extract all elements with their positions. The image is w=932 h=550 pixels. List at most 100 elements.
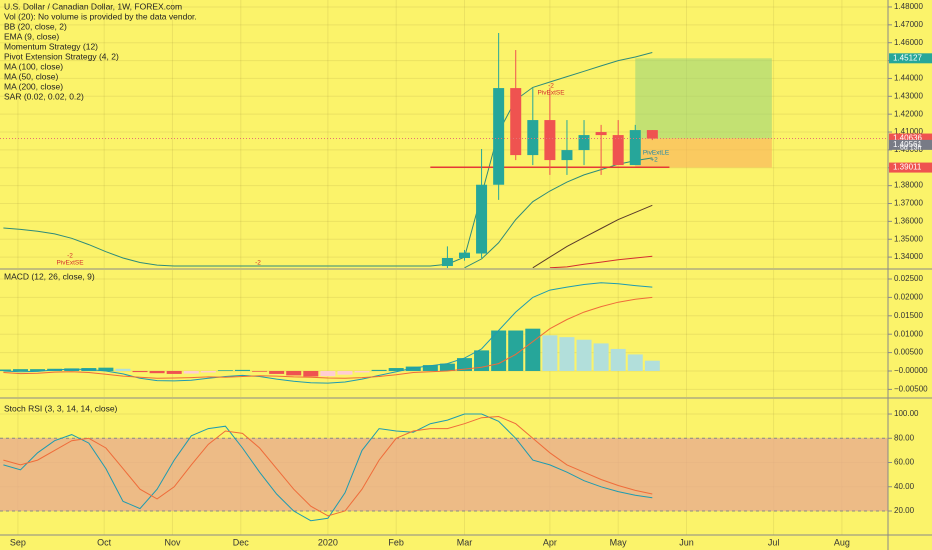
- macd-pane: [0, 282, 660, 384]
- countdown: 6d 13h: [900, 144, 922, 151]
- candle-body: [544, 120, 556, 161]
- legend-entry: Pivot Extension Strategy (4, 2): [4, 51, 119, 61]
- x-tick-label: Nov: [164, 537, 181, 547]
- legend-entry: SAR (0.02, 0.02, 0.2): [4, 91, 84, 101]
- histogram-bar: [166, 370, 182, 374]
- histogram-bar: [269, 370, 285, 374]
- histogram-bar: [422, 365, 438, 371]
- legend-entry: MA (50, close): [4, 71, 58, 81]
- y-tick-label: 0.01000: [894, 329, 923, 338]
- histogram-bar: [252, 370, 268, 372]
- histogram-bar: [98, 367, 114, 371]
- annotation: PivExtLE: [643, 150, 670, 157]
- stop-zone: [635, 138, 772, 168]
- candle-body: [441, 257, 453, 267]
- histogram-bar: [542, 335, 558, 371]
- histogram-bar: [12, 369, 28, 371]
- candle-body: [458, 252, 470, 258]
- price-label-box: [889, 162, 932, 173]
- macd-title: MACD (12, 26, close, 9): [4, 271, 95, 281]
- line-series: [532, 204, 653, 268]
- y-tick-label: 1.43000: [894, 91, 923, 100]
- y-tick-label: 0.02000: [894, 293, 923, 302]
- histogram-bar: [217, 370, 233, 371]
- line-series: [549, 255, 653, 268]
- x-tick-label: May: [610, 537, 628, 547]
- x-tick-label: Feb: [388, 537, 404, 547]
- y-tick-label: 0.01500: [894, 311, 923, 320]
- target-zone: [635, 58, 772, 139]
- histogram-bar: [576, 339, 592, 371]
- histogram-bar: [593, 343, 609, 371]
- candle-body: [629, 130, 641, 166]
- legend-entry: BB (20, close, 2): [4, 21, 67, 31]
- stoch-pane: [0, 413, 888, 522]
- histogram-bar: [149, 370, 165, 374]
- histogram-bar: [132, 370, 148, 373]
- y-tick-label: 1.46000: [894, 38, 923, 47]
- price-label: 1.39011: [893, 163, 922, 172]
- y-tick-label: 0.02500: [894, 274, 923, 283]
- legend-entry: MA (200, close): [4, 81, 63, 91]
- histogram-bar: [439, 363, 455, 371]
- x-tick-label: Oct: [97, 537, 112, 547]
- price-pane: [3, 33, 772, 268]
- histogram-bar: [610, 348, 626, 371]
- histogram-bar: [508, 330, 524, 371]
- histogram-bar: [525, 328, 541, 371]
- y-tick-label: 1.36000: [894, 216, 923, 225]
- candle-body: [527, 120, 539, 156]
- candle-body: [561, 150, 573, 161]
- y-tick-label: 1.42000: [894, 109, 923, 118]
- y-tick-label: 1.48000: [894, 2, 923, 11]
- histogram-bar: [559, 337, 575, 371]
- price-label-box: [889, 133, 932, 144]
- y-tick-label: 1.47000: [894, 20, 923, 29]
- annotation: PivExtSE: [56, 260, 84, 267]
- y-tick-label: 1.38000: [894, 181, 923, 190]
- y-tick-label: 40.00: [894, 482, 915, 491]
- legend-entry: EMA (9, close): [4, 31, 59, 41]
- price-label-box: [889, 53, 932, 64]
- candle-body: [595, 132, 607, 136]
- histogram-bar: [627, 354, 643, 371]
- candle-body: [493, 88, 505, 185]
- y-tick-label: 80.00: [894, 433, 915, 442]
- y-tick-label: 1.44000: [894, 74, 923, 83]
- histogram-bar: [234, 369, 250, 371]
- histogram-bar: [405, 366, 421, 371]
- annotation: PivExtSE: [537, 90, 565, 97]
- price-label: 1.40561: [893, 140, 922, 149]
- histogram-bar: [644, 360, 660, 371]
- y-tick-label: −0.00000: [894, 366, 928, 375]
- stoch-title: Stoch RSI (3, 3, 14, 14, close): [4, 403, 118, 413]
- histogram-bar: [354, 370, 370, 373]
- histogram-bar: [456, 358, 472, 371]
- y-tick-label: 1.41000: [894, 127, 923, 136]
- candle-body: [578, 135, 590, 151]
- line-series: [3, 52, 653, 267]
- legend-entry: MA (100, close): [4, 61, 63, 71]
- histogram-bar: [200, 370, 216, 373]
- x-tick-label: Mar: [457, 537, 473, 547]
- histogram-bar: [388, 368, 404, 371]
- histogram-bar: [491, 330, 507, 371]
- annotation: -2: [67, 253, 73, 260]
- y-tick-label: 100.00: [894, 409, 919, 418]
- legend-entry: Vol (20): No volume is provided by the d…: [4, 11, 197, 21]
- candle-body: [612, 135, 624, 166]
- y-tick-label: 1.35000: [894, 234, 923, 243]
- y-tick-label: 0.00500: [894, 348, 923, 357]
- histogram-bar: [115, 368, 131, 371]
- y-tick-label: 60.00: [894, 458, 915, 467]
- price-label: 1.40636: [893, 134, 922, 143]
- x-tick-label: Sep: [10, 537, 26, 547]
- y-tick-label: 1.34000: [894, 252, 923, 261]
- x-tick-label: Aug: [834, 537, 850, 547]
- histogram-bar: [371, 369, 387, 371]
- histogram-bar: [474, 350, 490, 371]
- histogram-bar: [64, 368, 80, 371]
- line-series: [3, 282, 653, 384]
